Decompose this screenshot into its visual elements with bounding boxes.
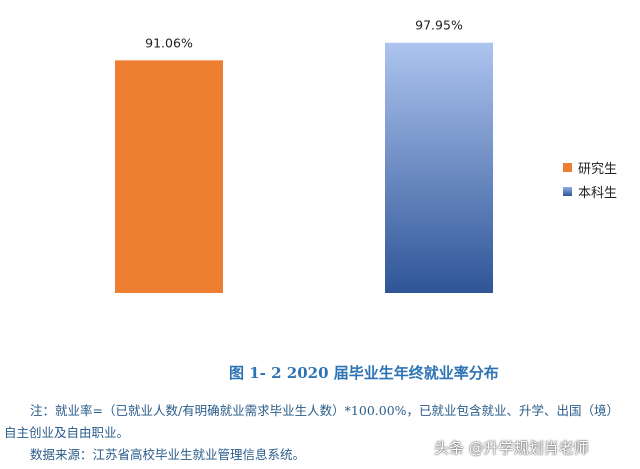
data-source-line: 数据来源：江苏省高校毕业生就业管理信息系统。 — [30, 447, 306, 462]
figure-caption: 图 1- 2 2020 届毕业生年终就业率分布 — [229, 364, 499, 382]
legend-item-undergraduate: 本科生 — [563, 182, 617, 201]
watermark: 头条 @升学规划肖老师 — [434, 439, 589, 457]
legend-label: 本科生 — [578, 186, 618, 201]
data-label: 97.95% — [415, 18, 463, 33]
note-line: 自主创业及自由职业。 — [4, 425, 130, 440]
legend-swatch-blue — [563, 187, 572, 196]
legend-item-graduate: 研究生 — [563, 158, 617, 177]
data-label: 91.06% — [145, 35, 193, 50]
bar-graduate — [115, 60, 223, 293]
legend-label: 研究生 — [578, 162, 618, 177]
legend-swatch-orange — [563, 163, 572, 172]
bar-undergraduate — [385, 42, 493, 294]
note-line: 注：就业率=（已就业人数/有明确就业需求毕业生人数）*100.00%，已就业包含… — [30, 403, 620, 418]
